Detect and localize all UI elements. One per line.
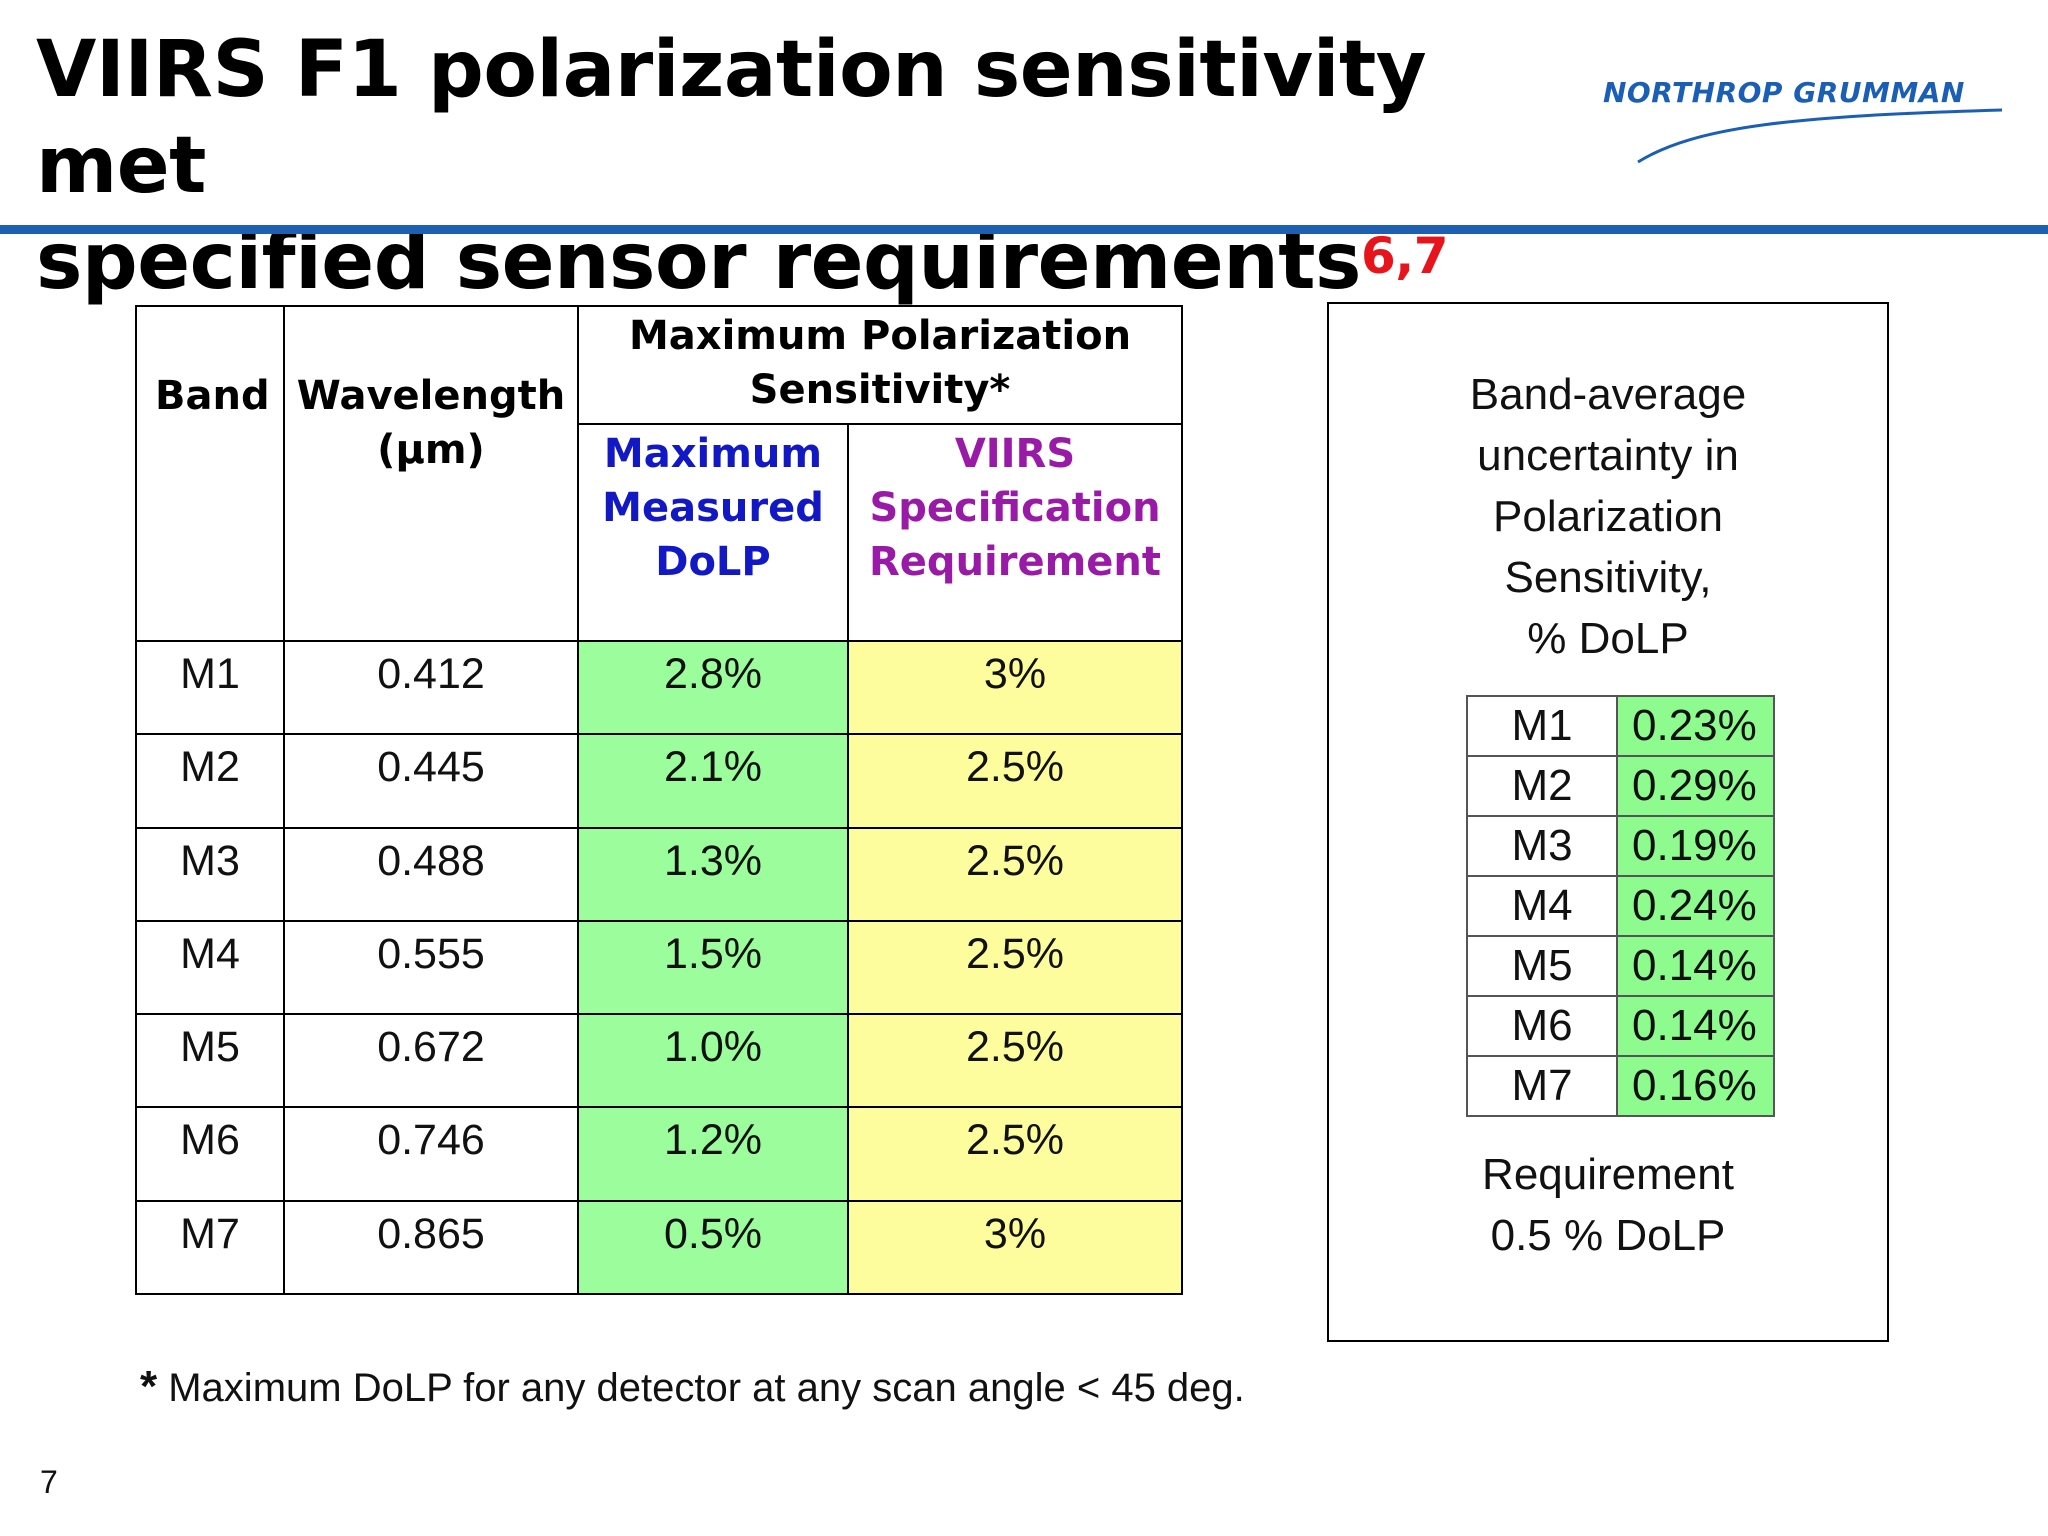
cell-wavelength: 0.672: [283, 1013, 579, 1109]
title-reference-superscript: 6,7: [1360, 227, 1449, 285]
cell-band: M2: [1466, 755, 1618, 817]
cell-measured-dolp: 1.5%: [577, 919, 849, 1016]
footnote-text: Maximum DoLP for any detector at any sca…: [157, 1366, 1245, 1410]
title-line-1: VIIRS F1 polarization sensitivity met: [36, 25, 1427, 211]
cell-uncertainty: 0.29%: [1616, 755, 1775, 817]
header-viirs-spec-requirement: VIIRS Specification Requirement: [846, 423, 1184, 643]
header-max-polarization-sensitivity: Maximum Polarization Sensitivity*: [576, 304, 1184, 426]
cell-uncertainty: 0.19%: [1616, 815, 1775, 877]
cell-band: M4: [135, 919, 285, 1016]
page-number: 7: [40, 1464, 58, 1500]
cell-wavelength: 0.746: [283, 1106, 579, 1202]
cell-uncertainty: 0.24%: [1616, 875, 1775, 937]
polarization-sensitivity-table: Band Wavelength (µm) Maximum Polarizatio…: [135, 304, 1184, 1296]
cell-wavelength: 0.865: [283, 1199, 579, 1296]
uncertainty-table: M1 0.23% M2 0.29% M3 0.19% M4 0.24% M5 0.14% …: [1466, 695, 1775, 1117]
header-divider: [0, 225, 2048, 234]
table-row: M7 0.16%: [1466, 1055, 1775, 1117]
cell-band: M1: [135, 640, 285, 736]
table-row: M5 0.672 1.0% 2.5%: [135, 1013, 1184, 1109]
table-row: M6 0.14%: [1466, 995, 1775, 1057]
group-header-line-1: Maximum Polarization: [628, 313, 1132, 359]
cell-measured-dolp: 1.2%: [577, 1106, 849, 1202]
cell-uncertainty: 0.14%: [1616, 995, 1775, 1057]
table-row: M4 0.24%: [1466, 875, 1775, 937]
cell-band: M6: [135, 1106, 285, 1202]
group-header-line-2: Sensitivity*: [749, 367, 1011, 413]
cell-spec-requirement: 2.5%: [846, 919, 1184, 1016]
cell-uncertainty: 0.16%: [1616, 1055, 1775, 1117]
table-row: M7 0.865 0.5% 3%: [135, 1199, 1184, 1296]
header-max-measured-dolp: Maximum Measured DoLP: [577, 423, 849, 643]
cell-measured-dolp: 2.8%: [577, 640, 849, 736]
table-row: M2 0.445 2.1% 2.5%: [135, 733, 1184, 829]
table-row: M6 0.746 1.2% 2.5%: [135, 1106, 1184, 1202]
cell-spec-requirement: 2.5%: [846, 826, 1184, 922]
cell-band: M4: [1466, 875, 1618, 937]
header-wavelength-unit: (µm): [377, 427, 485, 473]
cell-band: M7: [1466, 1055, 1618, 1117]
cell-band: M5: [135, 1013, 285, 1109]
cell-band: M1: [1466, 695, 1618, 757]
cell-measured-dolp: 0.5%: [577, 1199, 849, 1296]
cell-spec-requirement: 3%: [846, 1199, 1184, 1296]
cell-spec-requirement: 2.5%: [846, 733, 1184, 829]
footnote: * Maximum DoLP for any detector at any s…: [140, 1362, 1245, 1412]
table-row: M3 0.19%: [1466, 815, 1775, 877]
cell-measured-dolp: 1.0%: [577, 1013, 849, 1109]
cell-band: M3: [1466, 815, 1618, 877]
slide-title: VIIRS F1 polarization sensitivity met sp…: [36, 22, 1596, 310]
table-row: M3 0.488 1.3% 2.5%: [135, 826, 1184, 922]
logo-text: NORTHROP GRUMMAN: [1603, 76, 1965, 109]
cell-band: M7: [135, 1199, 285, 1296]
cell-band: M5: [1466, 935, 1618, 997]
northrop-grumman-logo: NORTHROP GRUMMAN: [1600, 76, 2010, 166]
cell-band: M6: [1466, 995, 1618, 1057]
table-row: M4 0.555 1.5% 2.5%: [135, 919, 1184, 1016]
cell-measured-dolp: 2.1%: [577, 733, 849, 829]
table-row: M5 0.14%: [1466, 935, 1775, 997]
header-wavelength-label: Wavelength: [296, 373, 566, 419]
logo-swoosh-icon: [1637, 108, 2003, 164]
band-average-uncertainty-box: Band-average uncertainty in Polarization…: [1327, 302, 1889, 1342]
cell-band: M3: [135, 826, 285, 922]
cell-measured-dolp: 1.3%: [577, 826, 849, 922]
table-row: M2 0.29%: [1466, 755, 1775, 817]
cell-uncertainty: 0.14%: [1616, 935, 1775, 997]
cell-wavelength: 0.412: [283, 640, 579, 736]
side-box-heading: Band-average uncertainty in Polarization…: [1469, 370, 1747, 663]
cell-wavelength: 0.555: [283, 919, 579, 1016]
cell-band: M2: [135, 733, 285, 829]
cell-spec-requirement: 3%: [846, 640, 1184, 736]
footnote-asterisk: *: [140, 1362, 158, 1411]
requirement-note: Requirement 0.5 % DoLP: [1482, 1150, 1734, 1260]
table-row: M1 0.412 2.8% 3%: [135, 640, 1184, 736]
cell-wavelength: 0.488: [283, 826, 579, 922]
cell-wavelength: 0.445: [283, 733, 579, 829]
cell-uncertainty: 0.23%: [1616, 695, 1775, 757]
table-row: M1 0.23%: [1466, 695, 1775, 757]
cell-spec-requirement: 2.5%: [846, 1106, 1184, 1202]
header-band: Band: [135, 304, 285, 643]
cell-spec-requirement: 2.5%: [846, 1013, 1184, 1109]
header-wavelength: Wavelength (µm): [283, 304, 579, 643]
